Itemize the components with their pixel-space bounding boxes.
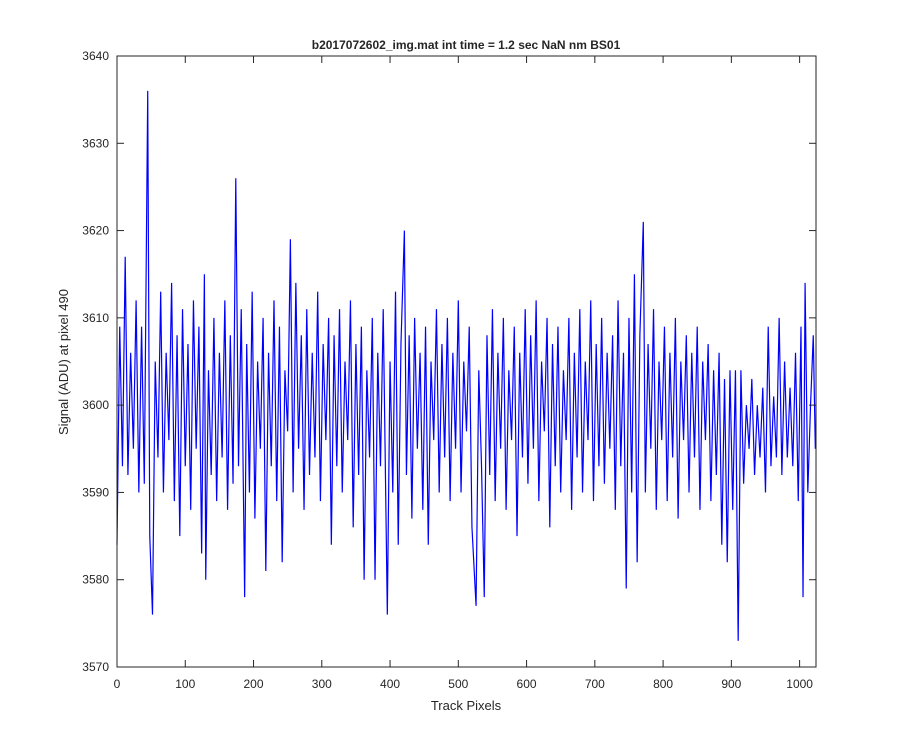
x-tick-label: 800 — [653, 677, 673, 691]
plot-frame — [116, 55, 817, 668]
x-tick-label: 500 — [448, 677, 468, 691]
x-tick-label: 600 — [517, 677, 537, 691]
y-tick-label: 3610 — [82, 311, 109, 325]
x-tick-label: 300 — [312, 677, 332, 691]
y-tick-label: 3620 — [82, 224, 109, 238]
chart-title: b2017072602_img.mat int time = 1.2 sec N… — [312, 38, 621, 52]
x-axis-label: Track Pixels — [431, 698, 502, 713]
y-tick-label: 3600 — [82, 398, 109, 412]
y-tick-label: 3590 — [82, 485, 109, 499]
x-tick-label: 700 — [585, 677, 605, 691]
y-tick-label: 3580 — [82, 573, 109, 587]
x-tick-label: 100 — [175, 677, 195, 691]
x-tick-label: 200 — [244, 677, 264, 691]
x-tick-label: 1000 — [786, 677, 813, 691]
x-tick-label: 400 — [380, 677, 400, 691]
x-tick-label: 900 — [721, 677, 741, 691]
y-tick-label: 3640 — [82, 49, 109, 63]
y-tick-label: 3570 — [82, 660, 109, 674]
y-tick-label: 3630 — [82, 136, 109, 150]
x-tick-label: 0 — [114, 677, 121, 691]
data-line — [116, 90, 816, 641]
y-axis-label: Signal (ADU) at pixel 490 — [56, 289, 71, 435]
